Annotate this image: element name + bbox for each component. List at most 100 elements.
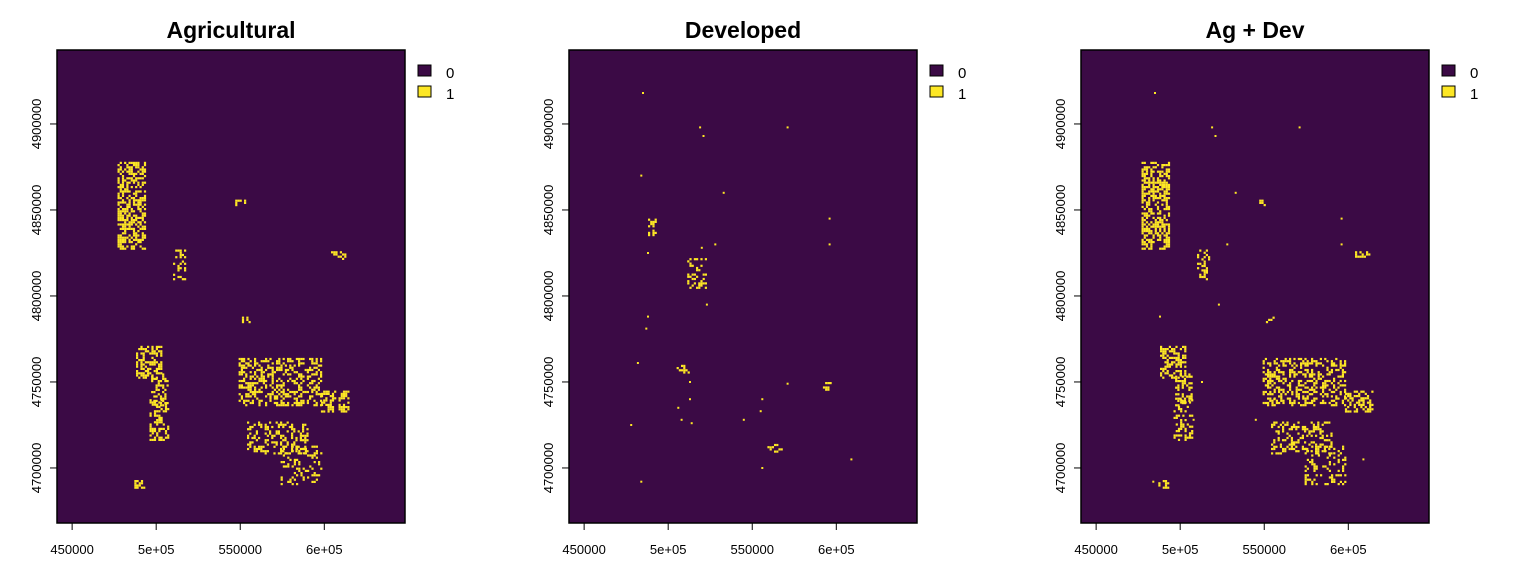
raster-cell [273,441,276,444]
raster-cell [1165,188,1168,191]
raster-cell [1344,364,1347,367]
raster-cell [339,251,342,254]
raster-cell [254,386,257,389]
raster-cell [1152,183,1155,186]
raster-cell [1177,408,1181,411]
raster-cell [300,472,303,475]
raster-cell [128,168,131,171]
raster-cell [142,376,145,379]
raster-cell [124,223,127,226]
raster-cell [1188,414,1192,417]
raster-cell [1300,379,1303,383]
raster-cell [245,373,248,376]
raster-cell [827,382,830,385]
raster-cell [160,436,163,439]
raster-cell [136,370,139,373]
raster-cell [1339,452,1342,455]
raster-cell [298,357,301,361]
raster-cell [687,275,690,278]
raster-cell [304,436,307,440]
raster-cell [1145,168,1149,171]
raster-cell [1141,192,1144,195]
raster-cell [1143,188,1146,191]
raster-cell [167,427,170,430]
raster-cell [119,241,122,244]
raster-cell [1333,456,1336,459]
raster-cell [1164,367,1167,370]
raster-cell [153,427,157,430]
raster-cell [298,401,301,405]
raster-cell [1167,236,1171,239]
raster-cell [1163,216,1166,219]
raster-cell [144,376,147,379]
raster-cell [1205,269,1208,272]
raster-cell [282,450,285,453]
raster-cell [1268,318,1271,321]
raster-cell [347,390,350,393]
raster-cell [1335,474,1338,477]
raster-cell [1269,397,1272,400]
raster-cell [1333,386,1336,389]
raster-cell [1201,264,1204,268]
raster-cell [124,219,127,222]
raster-cell [151,348,154,351]
raster-cell [329,401,332,404]
raster-cell [1371,403,1374,406]
raster-cell [119,186,122,189]
raster-cell [300,401,303,405]
raster-cell [1267,382,1270,385]
raster-cell [1148,210,1151,213]
raster-cell [1313,382,1316,385]
raster-cell [235,204,238,207]
raster-cell [140,374,143,377]
raster-cell [1277,425,1280,429]
raster-cell [1280,360,1283,363]
raster-cell [289,390,292,394]
raster-cell [258,445,261,448]
raster-cell [1183,382,1187,385]
raster-cell [1349,392,1352,395]
raster-cell [121,236,125,239]
raster-cell [130,223,133,226]
raster-cell [1295,388,1298,391]
raster-cell [1371,408,1374,411]
raster-cell [1326,434,1329,437]
raster-cell [302,430,305,433]
raster-cell [238,357,241,361]
raster-cell [262,450,265,453]
raster-cell [1315,362,1318,365]
raster-cell [1167,227,1171,230]
raster-cell [1166,370,1169,373]
raster-cell [162,427,165,430]
raster-cell [164,395,167,398]
raster-cell [1165,232,1168,235]
raster-cell [141,166,144,169]
raster-cell [243,360,246,363]
raster-cell [287,379,290,383]
raster-cell [317,388,320,391]
raster-cell [280,483,283,486]
raster-cell [260,377,263,380]
raster-cell [1182,414,1185,417]
raster-cell [249,388,252,391]
raster-cell [1330,360,1333,363]
raster-cell [240,395,243,398]
raster-cell [325,397,328,400]
raster-cell [696,286,699,289]
raster-cell [309,465,312,468]
raster-cell [313,474,316,477]
raster-cell [1148,230,1151,233]
raster-cell [1290,441,1293,444]
raster-cell [1177,397,1180,400]
raster-cell [247,434,250,437]
raster-cell [302,428,305,431]
raster-cell [1293,373,1296,376]
raster-cell [1273,362,1276,365]
raster-cell [295,390,298,394]
raster-cell [1167,212,1171,215]
raster-cell [1190,386,1193,389]
raster-cell [132,238,136,241]
raster-cell [137,164,140,167]
raster-cell [1279,445,1282,448]
